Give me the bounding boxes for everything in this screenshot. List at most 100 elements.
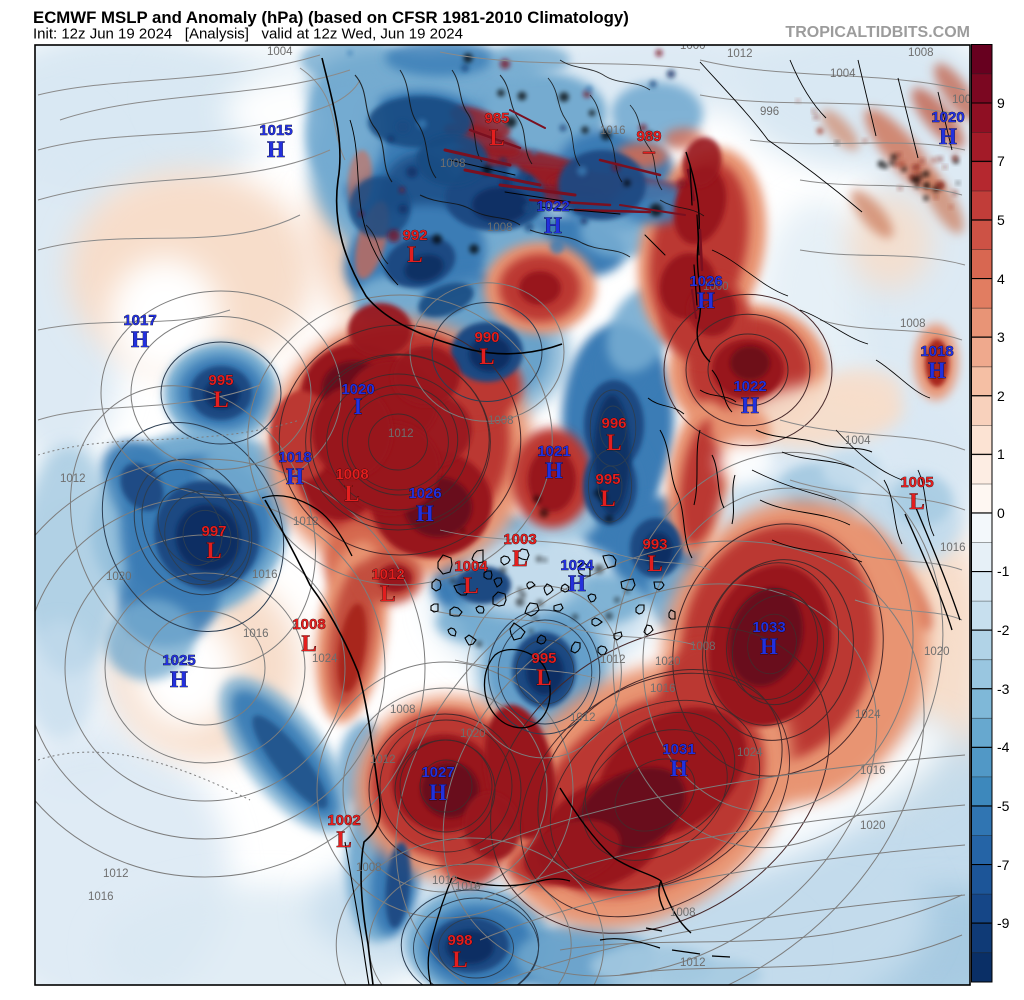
svg-text:1008: 1008 — [670, 907, 696, 919]
svg-text:1024: 1024 — [312, 653, 338, 665]
svg-text:995: 995 — [531, 650, 556, 667]
svg-text:H: H — [760, 634, 778, 659]
svg-text:990: 990 — [474, 329, 499, 346]
svg-text:1003: 1003 — [503, 531, 536, 548]
svg-text:L: L — [600, 486, 615, 511]
svg-text:3: 3 — [997, 329, 1005, 345]
svg-text:-5: -5 — [997, 798, 1010, 814]
svg-text:1012: 1012 — [600, 654, 626, 666]
svg-text:L: L — [647, 551, 662, 576]
svg-text:-7: -7 — [997, 857, 1010, 873]
svg-text:L: L — [479, 344, 494, 369]
svg-text:1008: 1008 — [900, 318, 926, 330]
svg-text:H: H — [545, 458, 563, 483]
svg-text:985: 985 — [484, 110, 509, 127]
svg-text:9: 9 — [997, 95, 1005, 111]
svg-text:H: H — [267, 137, 285, 162]
svg-text:1000: 1000 — [703, 281, 729, 293]
svg-text:4: 4 — [997, 271, 1005, 287]
svg-text:L: L — [344, 481, 359, 506]
svg-text:996: 996 — [760, 106, 779, 118]
svg-text:993: 993 — [642, 536, 667, 553]
svg-text:1004: 1004 — [267, 46, 293, 58]
svg-text:1025: 1025 — [162, 652, 195, 669]
svg-text:1020: 1020 — [341, 381, 374, 398]
svg-text:996: 996 — [601, 415, 626, 432]
svg-text:Init: 12z Jun 19 2024 [Analy: Init: 12z Jun 19 2024 [Analysis] valid a… — [33, 26, 463, 43]
svg-text:L: L — [606, 430, 621, 455]
svg-text:L: L — [380, 581, 395, 606]
svg-text:1027: 1027 — [421, 764, 454, 781]
svg-text:L: L — [213, 387, 228, 412]
svg-text:1016: 1016 — [600, 125, 626, 137]
svg-text:L: L — [407, 242, 422, 267]
svg-text:1020: 1020 — [924, 646, 950, 658]
svg-text:1026: 1026 — [689, 273, 722, 290]
svg-text:H: H — [544, 213, 562, 238]
svg-text:1021: 1021 — [537, 443, 570, 460]
svg-text:L: L — [206, 538, 221, 563]
svg-text:L: L — [489, 125, 504, 150]
svg-text:1008: 1008 — [440, 158, 466, 170]
svg-text:1017: 1017 — [123, 312, 156, 329]
svg-text:I: I — [354, 394, 363, 419]
svg-text:1012: 1012 — [370, 754, 396, 766]
svg-text:H: H — [416, 501, 434, 526]
svg-text:1022: 1022 — [733, 378, 766, 395]
svg-text:1031: 1031 — [662, 741, 695, 758]
svg-text:1026: 1026 — [408, 485, 441, 502]
svg-text:H: H — [429, 780, 447, 805]
svg-text:1024: 1024 — [855, 709, 881, 721]
svg-text:H: H — [670, 756, 688, 781]
svg-text:1015: 1015 — [259, 122, 292, 139]
svg-text:1004: 1004 — [830, 68, 856, 80]
svg-text:1022: 1022 — [536, 198, 569, 215]
svg-text:995: 995 — [595, 471, 620, 488]
svg-text:0: 0 — [997, 505, 1005, 521]
svg-text:1012: 1012 — [60, 473, 86, 485]
svg-text:H: H — [741, 393, 759, 418]
svg-text:1020: 1020 — [931, 109, 964, 126]
svg-text:L: L — [463, 573, 478, 598]
svg-text:1020: 1020 — [655, 656, 681, 668]
svg-text:1002: 1002 — [327, 812, 360, 829]
svg-text:1012: 1012 — [293, 516, 319, 528]
svg-text:1016: 1016 — [940, 542, 966, 554]
svg-text:-2: -2 — [997, 622, 1010, 638]
svg-text:1012: 1012 — [388, 428, 414, 440]
svg-text:1024: 1024 — [737, 747, 763, 759]
svg-text:997: 997 — [201, 523, 226, 540]
svg-text:1016: 1016 — [252, 569, 278, 581]
svg-text:1008: 1008 — [292, 616, 325, 633]
svg-text:1016: 1016 — [860, 765, 886, 777]
svg-text:L: L — [336, 827, 351, 852]
svg-text:L: L — [536, 665, 551, 690]
svg-text:1024: 1024 — [560, 557, 594, 574]
svg-text:H: H — [286, 464, 304, 489]
svg-text:1020: 1020 — [460, 728, 486, 740]
svg-text:-1: -1 — [997, 563, 1010, 579]
svg-text:-4: -4 — [997, 739, 1010, 755]
svg-text:L: L — [452, 947, 467, 972]
svg-text:1012: 1012 — [680, 957, 706, 969]
svg-text:H: H — [939, 124, 957, 149]
svg-text:1012: 1012 — [727, 48, 753, 60]
svg-text:–: – — [642, 138, 655, 163]
svg-text:1016: 1016 — [455, 881, 481, 893]
svg-text:H: H — [170, 667, 188, 692]
svg-text:1012: 1012 — [432, 875, 458, 887]
svg-text:1000: 1000 — [680, 40, 706, 52]
svg-text:1016: 1016 — [650, 683, 676, 695]
svg-text:H: H — [131, 327, 149, 352]
svg-text:1008: 1008 — [908, 47, 934, 59]
svg-text:1004: 1004 — [454, 558, 488, 575]
svg-text:-9: -9 — [997, 915, 1010, 931]
svg-text:1033: 1033 — [752, 619, 785, 636]
svg-text:5: 5 — [997, 212, 1005, 228]
svg-text:2: 2 — [997, 388, 1005, 404]
svg-text:1012: 1012 — [371, 566, 404, 583]
svg-text:1008: 1008 — [390, 704, 416, 716]
svg-text:1005: 1005 — [900, 474, 933, 491]
svg-text:1: 1 — [997, 446, 1005, 462]
svg-text:1020: 1020 — [860, 820, 886, 832]
